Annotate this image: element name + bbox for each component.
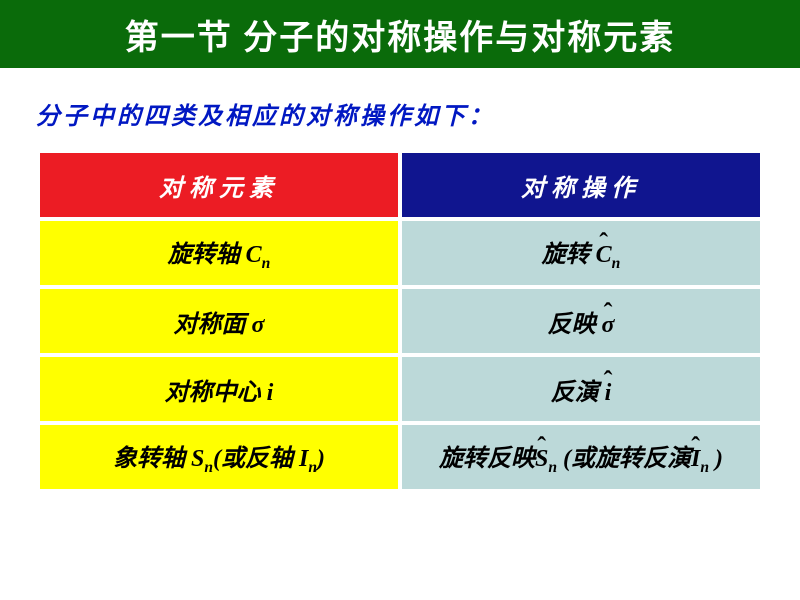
table-header-row: 对称元素 对称操作 (40, 153, 760, 217)
header-elements: 对称元素 (40, 153, 398, 217)
cell-rotation-op: 旋转 Cn (402, 221, 760, 285)
cell-reflection-op: 反映 σ (402, 289, 760, 353)
cell-improper-axis: 象转轴 Sn(或反轴 In) (40, 425, 398, 489)
title-bar: 第一节 分子的对称操作与对称元素 (0, 0, 800, 68)
page-title: 第一节 分子的对称操作与对称元素 (125, 10, 676, 59)
table-row: 象转轴 Sn(或反轴 In) 旋转反映Sn (或旋转反演In ) (40, 425, 760, 489)
header-operations: 对称操作 (402, 153, 760, 217)
table-row: 对称中心 i 反演 i (40, 357, 760, 421)
cell-inversion-center: 对称中心 i (40, 357, 398, 421)
cell-inversion-op: 反演 i (402, 357, 760, 421)
subtitle: 分子中的四类及相应的对称操作如下： (36, 96, 800, 131)
cell-improper-op: 旋转反映Sn (或旋转反演In ) (402, 425, 760, 489)
symmetry-table: 对称元素 对称操作 旋转轴 Cn 旋转 Cn 对称面 σ 反映 σ 对称中心 i… (36, 149, 764, 493)
table-row: 旋转轴 Cn 旋转 Cn (40, 221, 760, 285)
cell-mirror-plane: 对称面 σ (40, 289, 398, 353)
cell-rotation-axis: 旋转轴 Cn (40, 221, 398, 285)
table-row: 对称面 σ 反映 σ (40, 289, 760, 353)
